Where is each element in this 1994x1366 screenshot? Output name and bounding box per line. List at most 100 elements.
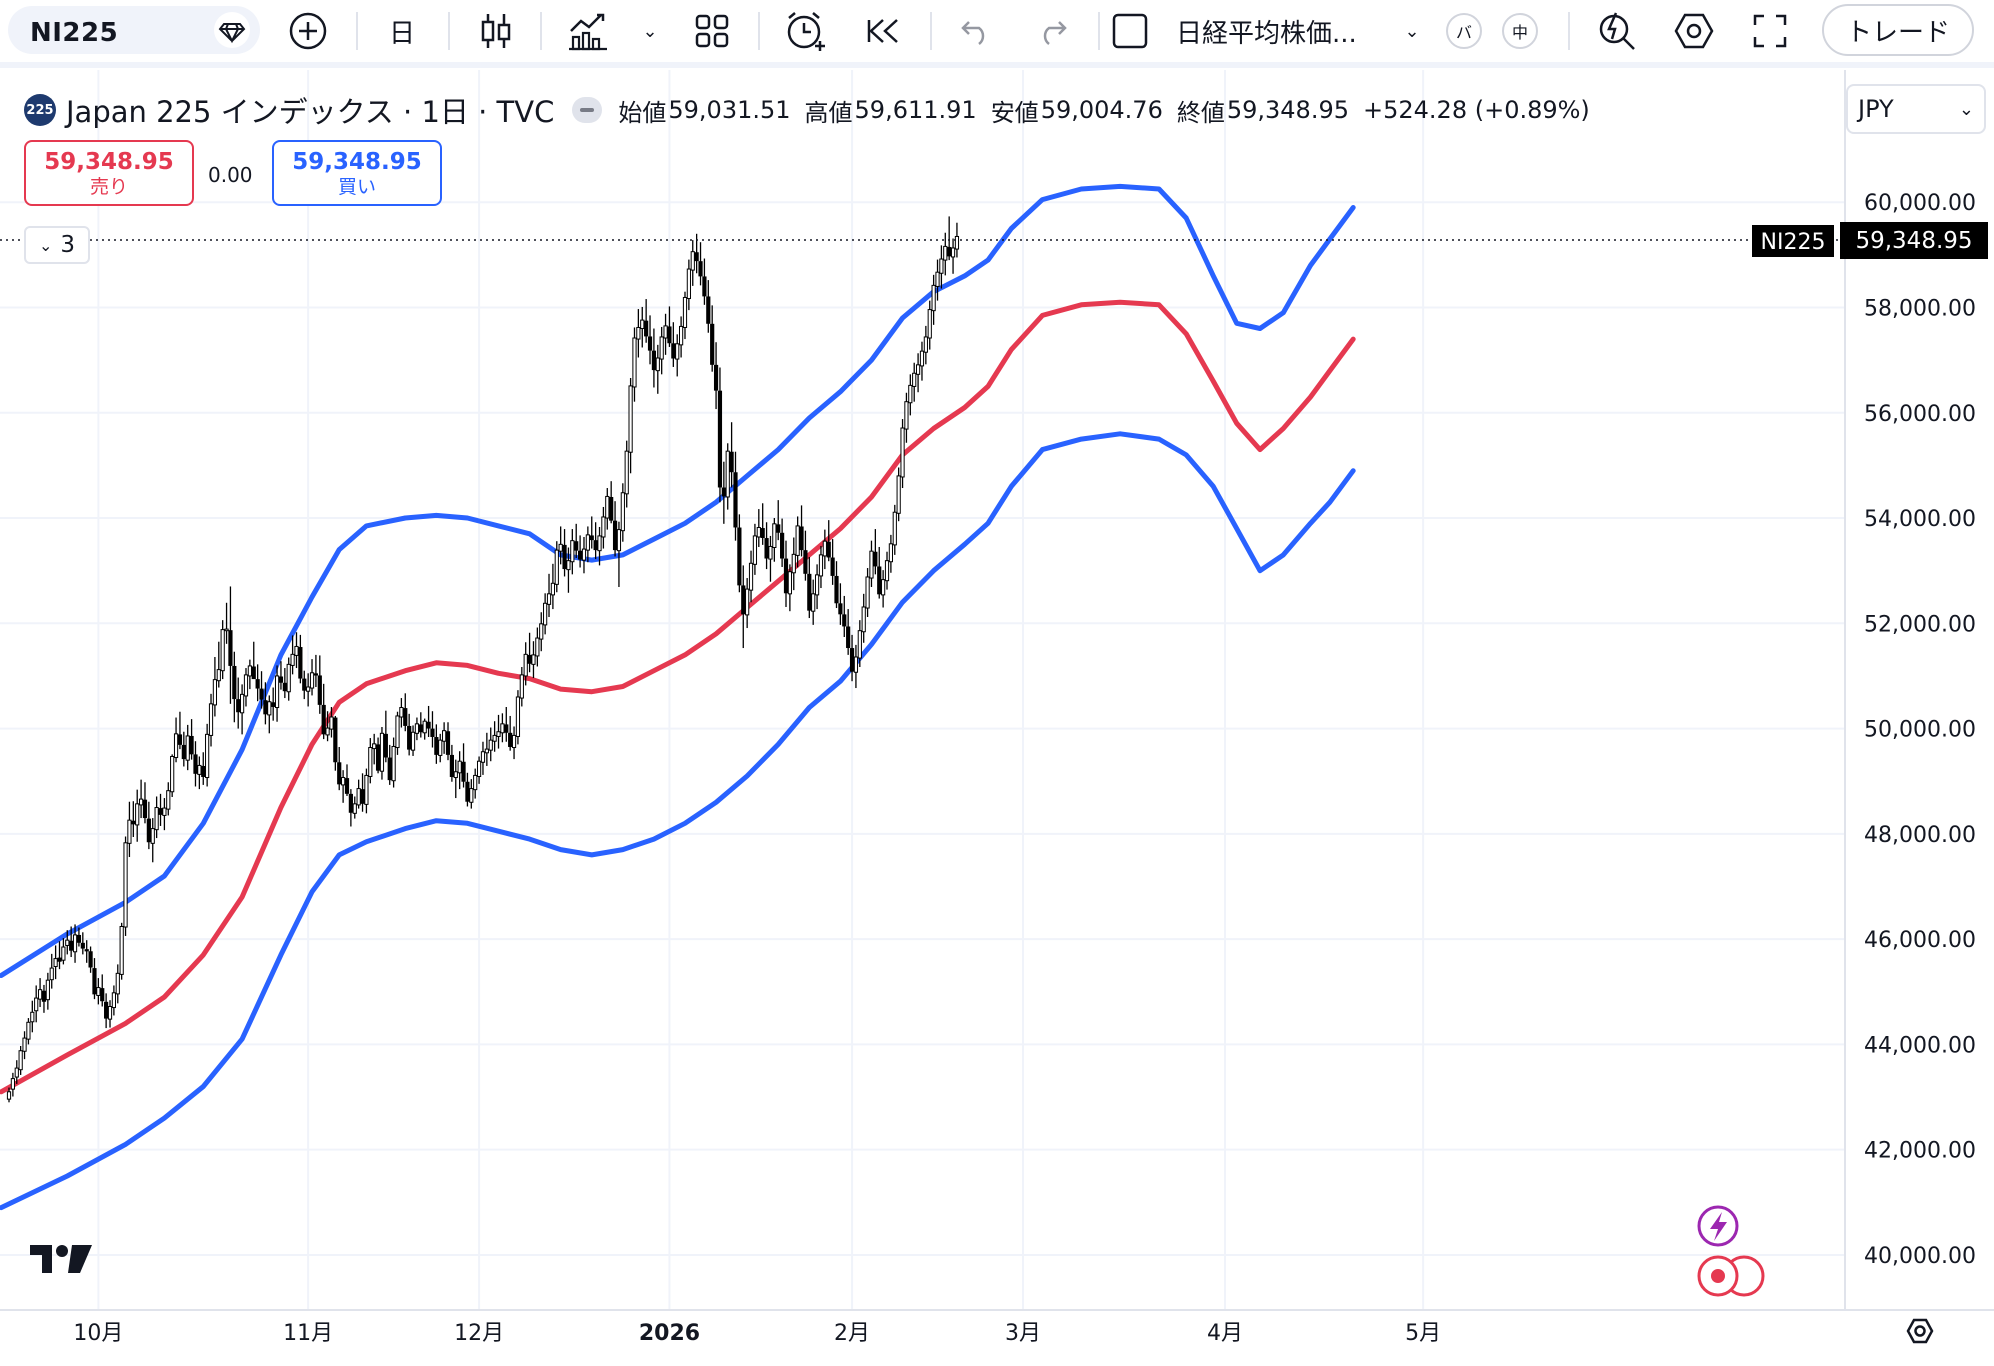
candle-body (574, 541, 579, 551)
candle-body (729, 451, 734, 473)
candle-body (278, 676, 284, 683)
candle-body (768, 545, 773, 560)
candle-body (96, 987, 101, 996)
candle-body (834, 575, 839, 604)
candle-body (348, 793, 353, 813)
candle-body (228, 630, 233, 666)
candle-body (527, 654, 532, 664)
sell-button[interactable]: 59,348.95 売り (24, 140, 194, 206)
time-tick-label: 3月 (1005, 1321, 1041, 1346)
alerts-icon[interactable] (1697, 1255, 1765, 1297)
candle-body (904, 401, 909, 430)
candle-body (663, 325, 668, 339)
chevron-down-icon: ⌄ (38, 235, 53, 255)
badge-ba[interactable]: バ (1444, 8, 1484, 54)
candle-body (360, 789, 365, 804)
symbol-tag: NI225 (1761, 230, 1826, 255)
candle-body (259, 688, 264, 700)
candle-body (892, 511, 897, 546)
chevron-down-icon[interactable]: ⌄ (642, 20, 658, 42)
trade-button[interactable]: トレード (1822, 4, 1974, 56)
candle-body (104, 1001, 109, 1019)
symbol-logo: 225 (24, 94, 56, 126)
tradingview-logo[interactable] (30, 1245, 92, 1273)
interval-button[interactable]: 日 (388, 18, 415, 49)
time-axis[interactable]: 10月 11月 12月 2026 2月 3月 4月 5月 (73, 1321, 1441, 1346)
candle-body (570, 540, 575, 563)
candle-body (298, 647, 303, 679)
candle-body (950, 247, 956, 258)
candle-body (92, 968, 97, 995)
candle-body (597, 535, 602, 552)
layouts-button[interactable] (690, 8, 734, 54)
low-value: 59,004.76 (1040, 96, 1163, 124)
toolbar-divider (1098, 12, 1100, 50)
redo-button[interactable] (1030, 8, 1074, 54)
high-value: 59,611.91 (854, 96, 977, 124)
candle-body (142, 799, 148, 819)
candle-body (675, 343, 680, 360)
indicators-toggle[interactable]: ⌄ 3 (24, 226, 90, 264)
currency-select[interactable]: JPY ⌄ (1846, 84, 1986, 134)
candle-body (725, 450, 730, 498)
candle-body (150, 828, 155, 844)
candle-body (127, 819, 132, 844)
badge-chu[interactable]: 中 (1500, 8, 1540, 54)
lightning-icon[interactable] (1697, 1205, 1739, 1247)
replay-button[interactable] (862, 8, 906, 54)
price-tick-label: 46,000.00 (1864, 928, 1976, 953)
basis-line (0, 299, 1356, 1095)
chart-settings-icon[interactable] (1906, 1318, 1934, 1344)
chevron-down-icon[interactable]: ⌄ (1404, 20, 1420, 42)
candle-body (453, 771, 458, 779)
candle-body (822, 540, 827, 557)
candle-body (263, 700, 268, 715)
candle-body (111, 992, 116, 1009)
candle-body (830, 557, 835, 576)
candle-body (577, 550, 583, 560)
settings-button[interactable] (1670, 8, 1718, 54)
symbol-search[interactable]: NI225 (8, 6, 260, 54)
candle-body (14, 1067, 19, 1078)
candle-body (900, 427, 905, 478)
candle-body (49, 967, 54, 981)
sell-label: 売り (89, 175, 128, 198)
top-toolbar: NI225 日 ⌄ 日経平均株価... ⌄ バ 中 (0, 0, 1994, 68)
candle-body (853, 656, 859, 673)
candle-body (302, 678, 307, 691)
candle-body (329, 716, 334, 730)
layout-square-icon[interactable] (1106, 8, 1154, 54)
candle-body (53, 958, 58, 968)
candle-body (469, 788, 474, 803)
toolbar-divider (930, 12, 932, 50)
candle-body (826, 541, 831, 558)
rewind-icon (867, 19, 898, 43)
candle-body (220, 629, 225, 672)
legend-title[interactable]: Japan 225 インデックス · 1日 · TVC (66, 95, 555, 129)
candle-body (286, 663, 291, 693)
diamond-icon[interactable] (214, 12, 250, 48)
buy-button[interactable]: 59,348.95 買い (272, 140, 442, 206)
candle-body (410, 731, 416, 751)
quick-search-button[interactable] (1594, 8, 1642, 54)
candle-body (306, 686, 311, 692)
market-status-icon[interactable] (572, 97, 603, 123)
candle-body (313, 673, 319, 676)
chart-name-button[interactable]: 日経平均株価... (1176, 18, 1357, 49)
undo-button[interactable] (954, 8, 998, 54)
candle-body (189, 735, 194, 755)
candle-body (791, 553, 796, 574)
candle-body (807, 573, 812, 611)
candle-body (321, 704, 326, 735)
indicators-button[interactable] (566, 8, 612, 54)
chart-type-button[interactable] (474, 8, 518, 54)
candle-body (461, 761, 466, 782)
price-axis[interactable]: 60,000.00 58,000.00 56,000.00 54,000.00 52,0… (1864, 191, 1976, 1269)
candle-body (849, 648, 855, 672)
compare-button[interactable] (286, 8, 330, 54)
price-tick-label: 54,000.00 (1864, 507, 1976, 532)
candle-body (706, 296, 711, 324)
alert-button[interactable] (782, 8, 830, 54)
fullscreen-button[interactable] (1748, 8, 1792, 54)
